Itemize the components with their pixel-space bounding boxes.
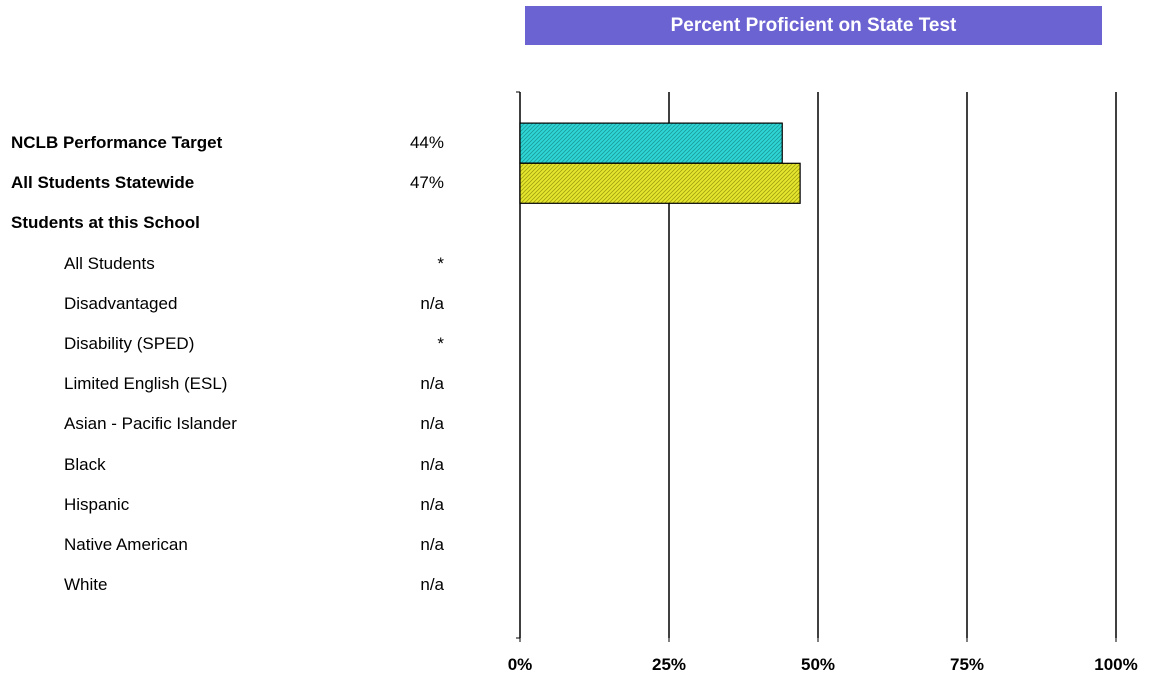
row-value: 47% (409, 173, 444, 193)
x-tick-label: 25% (652, 655, 686, 674)
row-value: 44% (409, 133, 444, 152)
row-label: All Students Statewide (11, 173, 195, 193)
row-label: NCLB Performance Target (11, 133, 223, 152)
row-label: Disadvantaged (64, 293, 178, 313)
row: White n/a (0, 565, 460, 605)
row-value: n/a (420, 293, 444, 313)
row-label: Students at this School (11, 213, 200, 233)
row: Limited English (ESL) n/a (0, 364, 460, 404)
chart-title: Percent Proficient on State Test (525, 6, 1102, 45)
row-value: * (437, 334, 444, 353)
row-label: Asian - Pacific Islander (64, 414, 237, 434)
row: NCLB Performance Target 44% (0, 123, 460, 163)
x-tick-labels: 0% 25% 50% 75% 100% (508, 655, 1138, 674)
row-label: White (64, 575, 108, 595)
grid-lines (516, 91, 1117, 642)
row-label: Black (64, 454, 106, 474)
row-label: Disability (SPED) (64, 334, 195, 353)
row: Native American n/a (0, 525, 460, 565)
row-value: n/a (420, 414, 444, 434)
row-value: n/a (420, 374, 444, 394)
row: Disability (SPED) * (0, 324, 460, 364)
row-label: Hispanic (64, 494, 130, 514)
x-tick-label: 75% (950, 655, 984, 674)
x-tick-label: 100% (1094, 655, 1137, 674)
row: Asian - Pacific Islander n/a (0, 404, 460, 444)
row-label: All Students (64, 253, 155, 273)
row: All Students * (0, 244, 460, 284)
bar (519, 162, 801, 204)
row-value: * (437, 253, 444, 273)
row-value: n/a (420, 494, 444, 514)
row-value: n/a (420, 535, 444, 554)
row: Disadvantaged n/a (0, 284, 460, 324)
bar (519, 122, 783, 164)
row: Hispanic n/a (0, 485, 460, 525)
bars (519, 122, 801, 204)
x-tick-label: 0% (508, 655, 533, 674)
row-label: Limited English (ESL) (64, 374, 228, 394)
row-value: n/a (420, 575, 444, 595)
row-label: Native American (64, 535, 188, 554)
row: All Students Statewide 47% (0, 163, 460, 203)
x-tick-label: 50% (801, 655, 835, 674)
row: Black n/a (0, 445, 460, 485)
row: Students at this School (0, 203, 460, 243)
row-value: n/a (420, 454, 444, 474)
